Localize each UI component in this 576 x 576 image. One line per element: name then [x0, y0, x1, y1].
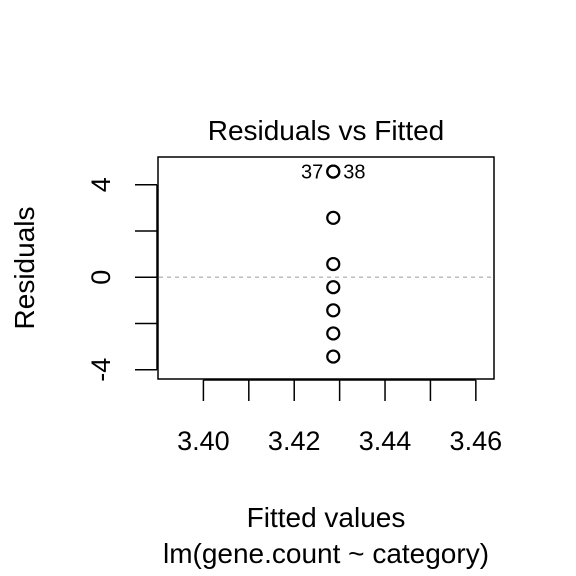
y-tick-label: 4 — [86, 177, 116, 192]
y-axis-label: Residuals — [9, 207, 40, 330]
point-id-label: 37 — [301, 162, 323, 184]
residual-point — [326, 256, 341, 272]
points-group — [326, 164, 341, 364]
point-labels-group: 37 38 — [301, 162, 366, 184]
residual-point — [326, 326, 341, 341]
x-tick-label: 3.42 — [268, 426, 321, 456]
x-axis: 3.40 3.42 3.44 3.46 — [177, 379, 503, 456]
y-axis: -4 0 4 — [86, 177, 158, 382]
point-id-label: 38 — [343, 162, 365, 184]
residual-point — [326, 280, 341, 295]
x-axis-sublabel: lm(gene.count ~ category) — [163, 538, 489, 569]
y-tick-label: 0 — [86, 270, 116, 285]
chart-title: Residuals vs Fitted — [208, 115, 445, 146]
x-axis-label: Fitted values — [247, 502, 406, 533]
residual-point — [326, 164, 341, 179]
residual-point — [326, 210, 341, 225]
residual-point — [326, 303, 341, 318]
x-tick-label: 3.46 — [450, 426, 503, 456]
plot-frame — [157, 156, 495, 380]
x-tick-label: 3.44 — [359, 426, 412, 456]
y-tick-label: -4 — [86, 358, 116, 382]
x-tick-label: 3.40 — [177, 426, 230, 456]
residual-point — [326, 349, 341, 364]
